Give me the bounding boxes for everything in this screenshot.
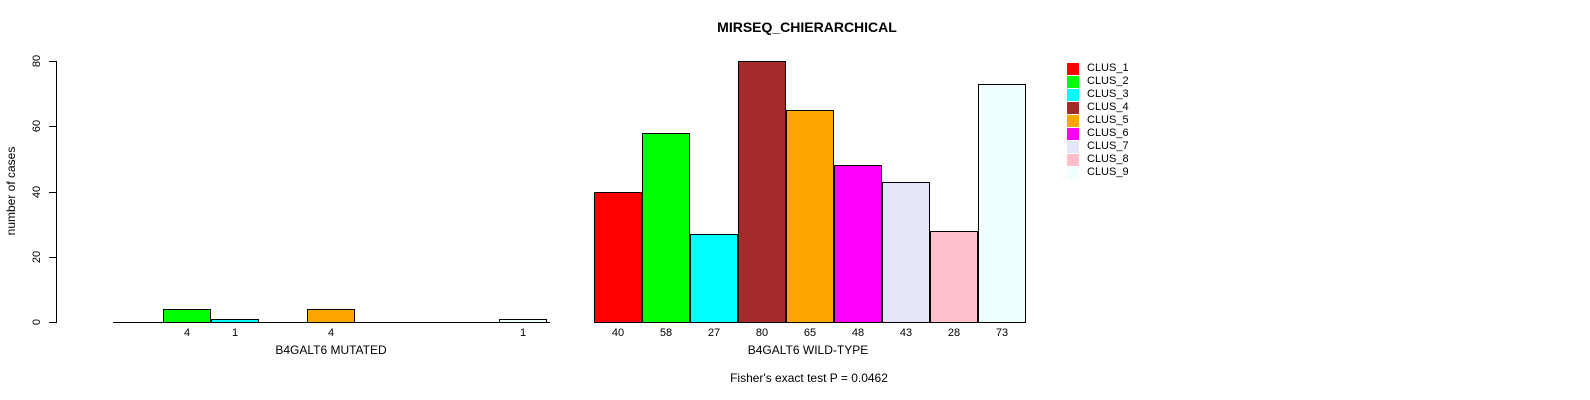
legend-label: CLUS_4: [1087, 101, 1129, 113]
legend-swatch-icon: [1067, 62, 1079, 75]
bar-value-label: 27: [707, 327, 721, 339]
legend-label: CLUS_6: [1087, 127, 1129, 139]
bar-value-label: 1: [519, 327, 527, 339]
x-axis-label-mutated: B4GALT6 MUTATED: [275, 343, 387, 357]
legend-swatch-icon: [1067, 127, 1079, 140]
legend-label: CLUS_5: [1087, 114, 1129, 126]
legend: CLUS_1 CLUS_2 CLUS_3 CLUS_4 CLUS_5 CLUS_6 CLUS…: [1067, 62, 1129, 179]
legend-item-clus_8: CLUS_8: [1067, 153, 1129, 166]
bar-value-label: 40: [611, 327, 625, 339]
bar-clus_5: [307, 308, 355, 323]
legend-swatch-icon: [1067, 75, 1079, 88]
y-tick-mark: [49, 256, 56, 258]
legend-swatch-icon: [1067, 153, 1079, 166]
legend-item-clus_9: CLUS_9: [1067, 166, 1129, 179]
legend-item-clus_2: CLUS_2: [1067, 75, 1129, 88]
y-tick-mark: [49, 61, 56, 62]
fisher-test-footnote: Fisher's exact test P = 0.0462: [730, 371, 888, 385]
y-tick-mark: [49, 322, 56, 323]
legend-item-clus_7: CLUS_7: [1067, 140, 1129, 153]
bar-value-label: 43: [899, 327, 913, 339]
bar-value-label: 80: [755, 327, 769, 339]
y-axis-line: [56, 61, 57, 323]
y-tick-mark: [49, 191, 56, 193]
bar-clus_2: [642, 132, 690, 323]
bar-clus_5: [786, 109, 834, 323]
bar-value-label: 4: [183, 327, 191, 339]
legend-item-clus_1: CLUS_1: [1067, 62, 1129, 75]
y-tick-label: 40: [31, 185, 43, 198]
bar-value-label: 73: [995, 327, 1009, 339]
bar-clus_9: [978, 83, 1026, 323]
y-tick-mark: [49, 126, 56, 128]
bar-clus_6: [834, 165, 882, 323]
bar-clus_7: [882, 181, 930, 323]
bar-clus_8: [930, 230, 978, 323]
legend-label: CLUS_7: [1087, 140, 1129, 152]
bar-clus_3: [211, 318, 259, 323]
bar-value-label: 1: [231, 327, 239, 339]
bar-value-label: 48: [851, 327, 865, 339]
y-tick-label: 0: [31, 318, 43, 326]
y-tick-label: 80: [31, 54, 43, 68]
legend-label: CLUS_9: [1087, 166, 1129, 178]
legend-item-clus_4: CLUS_4: [1067, 101, 1129, 114]
y-tick-label: 60: [31, 120, 43, 133]
bar-clus_2: [163, 308, 211, 323]
legend-swatch-icon: [1067, 88, 1079, 101]
legend-item-clus_3: CLUS_3: [1067, 88, 1129, 101]
bar-clus_4: [738, 61, 786, 323]
chart-title: MIRSEQ_CHIERARCHICAL: [717, 19, 897, 35]
legend-label: CLUS_8: [1087, 153, 1129, 165]
y-axis-title: number of cases: [4, 146, 18, 236]
legend-swatch-icon: [1067, 166, 1079, 179]
legend-swatch-icon: [1067, 114, 1079, 127]
legend-swatch-icon: [1067, 101, 1079, 114]
legend-label: CLUS_3: [1087, 88, 1129, 100]
y-tick-label: 20: [31, 250, 43, 263]
bar-clus_3: [690, 233, 738, 323]
bar-value-label: 28: [947, 327, 961, 339]
legend-label: CLUS_1: [1087, 62, 1129, 74]
bar-value-label: 4: [327, 327, 335, 339]
legend-label: CLUS_2: [1087, 75, 1129, 87]
bar-value-label: 58: [659, 327, 673, 339]
bar-clus_1: [594, 191, 642, 323]
bar-clus_9: [499, 318, 547, 323]
legend-swatch-icon: [1067, 140, 1079, 153]
x-axis-label-wildtype: B4GALT6 WILD-TYPE: [747, 343, 869, 357]
legend-item-clus_5: CLUS_5: [1067, 114, 1129, 127]
legend-item-clus_6: CLUS_6: [1067, 127, 1129, 140]
bar-value-label: 65: [803, 327, 817, 339]
